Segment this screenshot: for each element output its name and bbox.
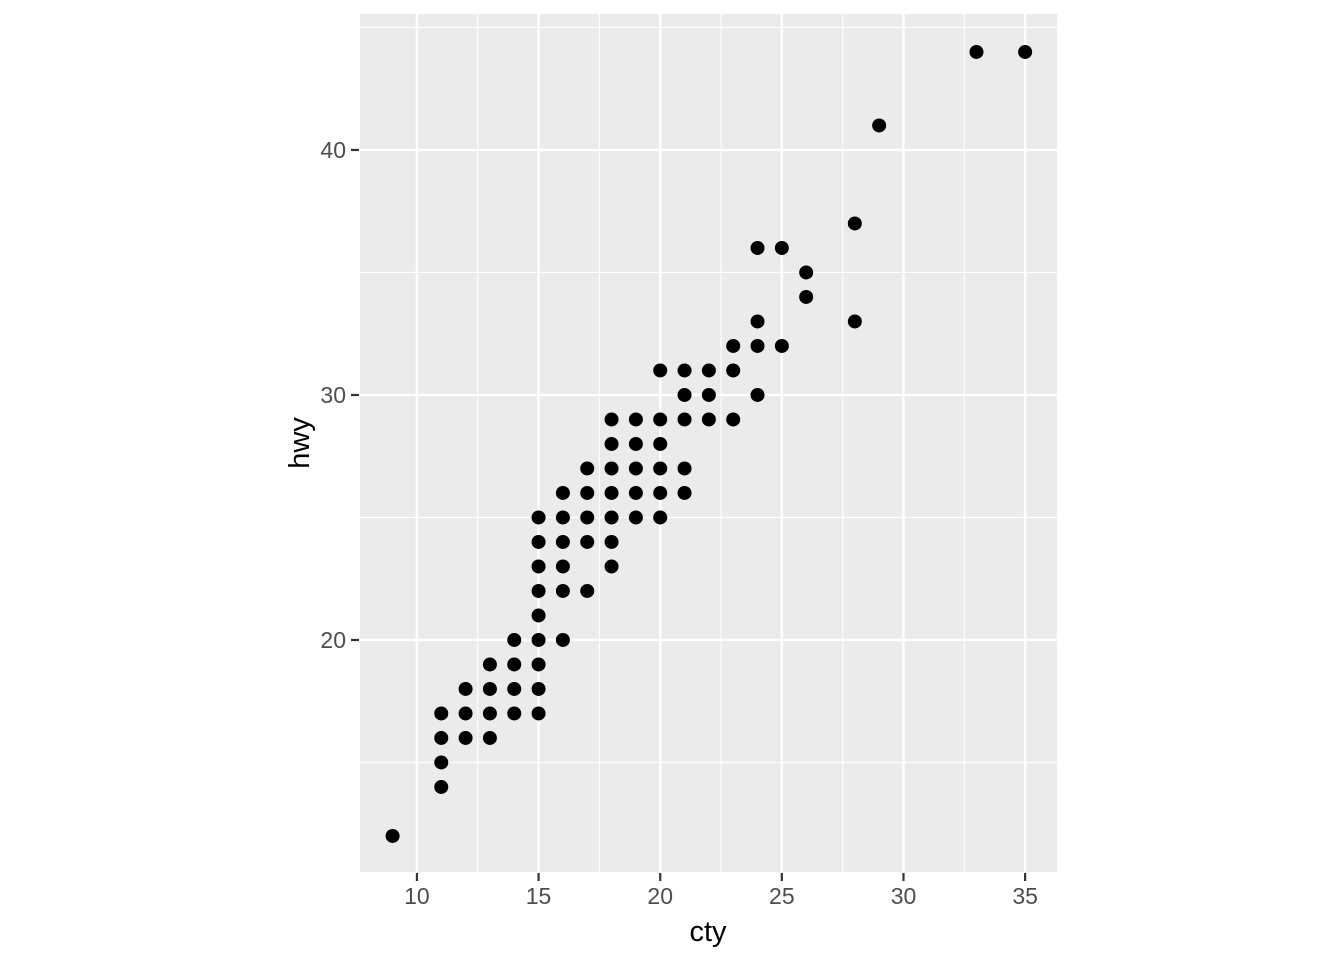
data-point xyxy=(458,706,473,721)
data-point xyxy=(507,681,522,696)
plot-panel-background xyxy=(360,14,1057,872)
x-tick-label: 10 xyxy=(404,883,430,909)
data-point xyxy=(677,363,692,378)
data-point xyxy=(653,461,668,476)
data-point xyxy=(604,559,619,574)
data-point xyxy=(555,510,570,525)
x-axis-title: cty xyxy=(689,916,727,948)
y-axis-tick-marks xyxy=(351,148,359,642)
data-point xyxy=(701,363,716,378)
data-point xyxy=(604,461,619,476)
x-tick-label: 20 xyxy=(647,883,673,909)
data-point xyxy=(799,289,814,304)
data-point xyxy=(726,412,741,427)
data-point xyxy=(555,632,570,647)
data-point xyxy=(604,412,619,427)
data-point xyxy=(701,387,716,402)
data-point xyxy=(482,706,497,721)
data-point xyxy=(677,485,692,500)
data-point xyxy=(774,240,789,255)
data-point xyxy=(434,755,449,770)
data-point xyxy=(604,436,619,451)
data-point xyxy=(628,412,643,427)
data-point xyxy=(580,510,595,525)
data-point xyxy=(799,265,814,280)
data-point xyxy=(434,706,449,721)
data-point xyxy=(653,485,668,500)
data-point xyxy=(847,216,862,231)
data-point xyxy=(653,436,668,451)
data-point xyxy=(677,387,692,402)
data-point xyxy=(531,706,546,721)
data-point xyxy=(774,338,789,353)
data-point xyxy=(580,583,595,598)
data-point xyxy=(507,632,522,647)
x-axis-tick-marks xyxy=(415,873,1027,881)
data-point xyxy=(482,681,497,696)
data-point xyxy=(482,657,497,672)
data-point xyxy=(580,461,595,476)
data-point xyxy=(628,461,643,476)
data-point xyxy=(507,706,522,721)
data-point xyxy=(750,240,765,255)
y-tick-label: 20 xyxy=(320,627,346,653)
data-point xyxy=(604,510,619,525)
minor-gridlines xyxy=(360,14,1057,872)
data-point xyxy=(385,828,400,843)
data-point xyxy=(555,534,570,549)
data-point xyxy=(555,559,570,574)
y-tick-label: 40 xyxy=(320,137,346,163)
data-point xyxy=(434,730,449,745)
data-points-layer xyxy=(385,44,1033,843)
y-axis-title: hwy xyxy=(284,417,316,469)
data-point xyxy=(726,363,741,378)
x-tick-label: 35 xyxy=(1012,883,1038,909)
data-point xyxy=(750,314,765,329)
data-point xyxy=(580,485,595,500)
data-point xyxy=(458,681,473,696)
y-axis-tick-labels: 20 30 40 xyxy=(320,137,346,653)
data-point xyxy=(701,412,716,427)
data-point xyxy=(555,583,570,598)
data-point xyxy=(531,657,546,672)
data-point xyxy=(507,657,522,672)
data-point xyxy=(604,534,619,549)
x-tick-label: 25 xyxy=(769,883,795,909)
data-point xyxy=(628,436,643,451)
data-point xyxy=(434,779,449,794)
x-tick-label: 15 xyxy=(526,883,552,909)
y-tick-label: 30 xyxy=(320,382,346,408)
data-point xyxy=(531,681,546,696)
data-point xyxy=(677,412,692,427)
data-point xyxy=(750,338,765,353)
x-axis-tick-labels: 10 15 20 25 30 35 xyxy=(404,883,1038,909)
data-point xyxy=(531,608,546,623)
data-point xyxy=(531,632,546,647)
data-point xyxy=(847,314,862,329)
data-point xyxy=(531,583,546,598)
data-point xyxy=(750,387,765,402)
data-point xyxy=(531,510,546,525)
data-point xyxy=(628,485,643,500)
data-point xyxy=(726,338,741,353)
x-tick-label: 30 xyxy=(891,883,917,909)
data-point xyxy=(580,534,595,549)
data-point xyxy=(677,461,692,476)
data-point xyxy=(653,412,668,427)
data-point xyxy=(604,485,619,500)
data-point xyxy=(653,510,668,525)
data-point xyxy=(531,559,546,574)
major-gridlines xyxy=(360,14,1057,872)
data-point xyxy=(1018,44,1033,59)
data-point xyxy=(531,534,546,549)
data-point xyxy=(653,363,668,378)
data-point xyxy=(628,510,643,525)
data-point xyxy=(969,44,984,59)
data-point xyxy=(872,118,887,133)
data-point xyxy=(458,730,473,745)
data-point xyxy=(555,485,570,500)
data-point xyxy=(482,730,497,745)
